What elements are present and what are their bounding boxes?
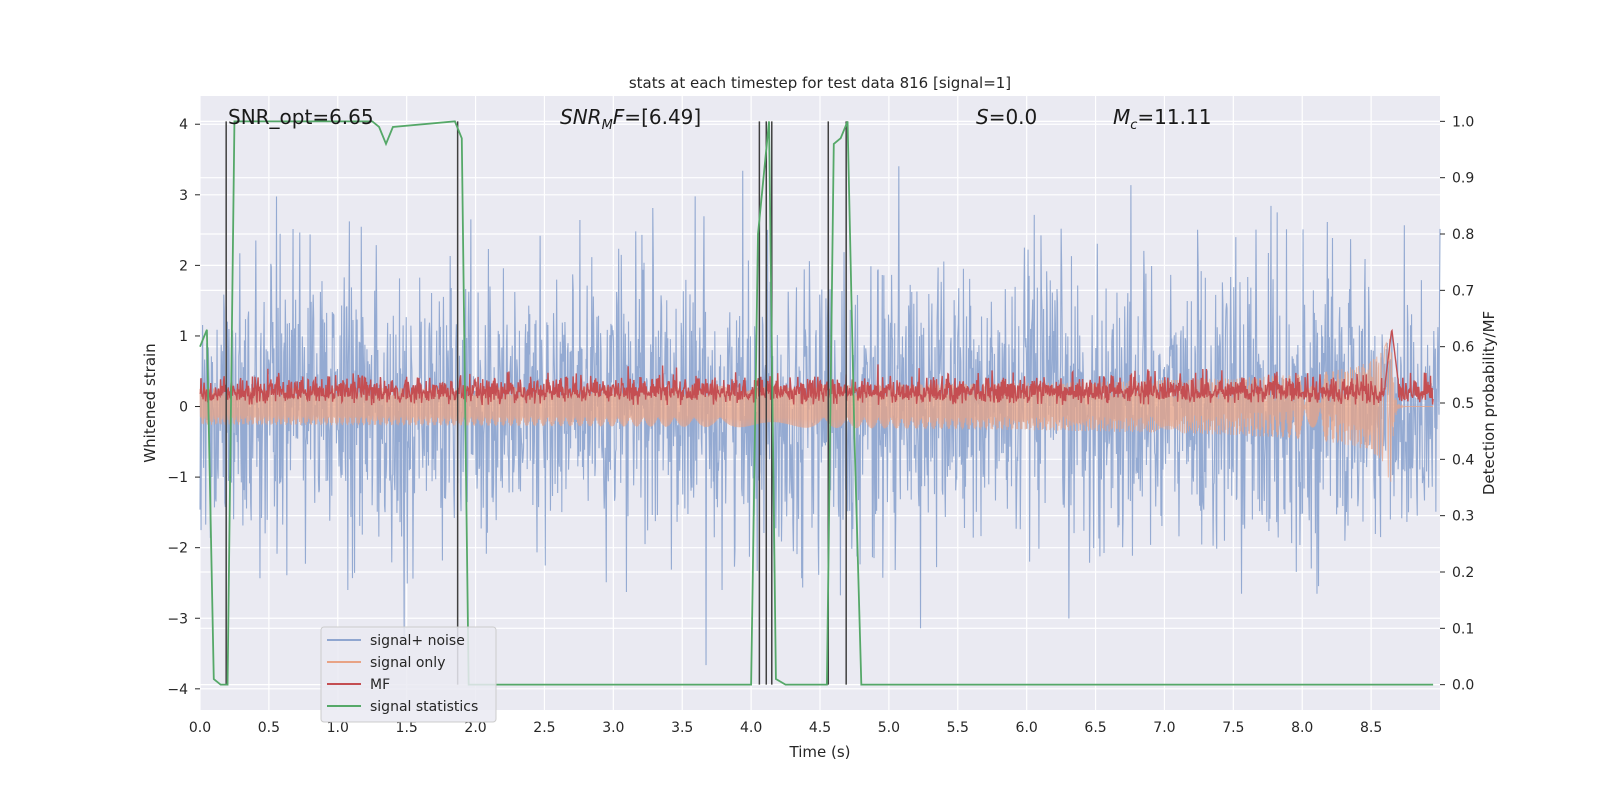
signal-noise-line <box>199 166 1441 666</box>
legend-label-stats: signal statistics <box>370 699 478 715</box>
y2-tick-label: 0.2 <box>1452 565 1474 581</box>
mf-line <box>199 328 1434 406</box>
x-tick-label: 3.5 <box>671 720 693 736</box>
x-tick-label: 7.5 <box>1222 720 1244 736</box>
y-tick-label: −3 <box>167 611 188 627</box>
x-tick-label: 5.5 <box>947 720 969 736</box>
x-tick-label: 5.0 <box>878 720 900 736</box>
x-tick-label: 1.5 <box>396 720 418 736</box>
y2-tick-label: 0.4 <box>1452 452 1474 468</box>
y-axis-label: Whitened strain <box>141 343 159 462</box>
y-tick-label: −4 <box>167 682 188 698</box>
legend-label-noise: signal+ noise <box>370 633 465 649</box>
x-tick-label: 4.5 <box>809 720 831 736</box>
annotation-mc-value: =11.11 <box>1137 105 1211 129</box>
annotation-snr-mf: SNRMF=[6.49] <box>560 105 701 133</box>
y-tick-label: −1 <box>167 470 188 486</box>
x-tick-label: 8.0 <box>1291 720 1313 736</box>
y2-tick-label: 0.7 <box>1452 283 1474 299</box>
y-tick-label: 1 <box>179 329 188 345</box>
signal-noise-series <box>199 166 1441 666</box>
y2-axis-label: Detection probability/MF <box>1480 311 1498 495</box>
x-axis-label: Time (s) <box>789 743 851 761</box>
x-tick-label: 0.0 <box>189 720 211 736</box>
y2-tick-label: 1.0 <box>1452 114 1474 130</box>
x-tick-label: 1.0 <box>327 720 349 736</box>
y-tick-label: −2 <box>167 541 188 557</box>
y2-tick-label: 0.6 <box>1452 340 1474 356</box>
y-tick-label: 4 <box>179 117 188 133</box>
y2-tick-label: 0.3 <box>1452 509 1474 525</box>
x-tick-label: 2.0 <box>464 720 486 736</box>
legend-label-mf: MF <box>370 677 390 693</box>
y-tick-label: 2 <box>179 258 188 274</box>
x-tick-label: 7.0 <box>1153 720 1175 736</box>
y2-tick-label: 0.9 <box>1452 171 1474 187</box>
x-tick-label: 2.5 <box>533 720 555 736</box>
legend-label-signal: signal only <box>370 655 445 671</box>
x-tick-label: 4.0 <box>740 720 762 736</box>
annotation-s-value: =0.0 <box>989 105 1038 129</box>
x-tick-label: 8.5 <box>1360 720 1382 736</box>
annotation-mc: Mc=11.11 <box>1113 105 1211 133</box>
y2-tick-label: 0.1 <box>1452 621 1474 637</box>
y-tick-label: 0 <box>179 400 188 416</box>
y2-tick-label: 0.5 <box>1452 396 1474 412</box>
x-tick-label: 6.5 <box>1084 720 1106 736</box>
legend-box <box>320 626 497 723</box>
mf-series <box>199 328 1434 406</box>
tick-labels: 0.0 0.5 1.0 1.5 2.0 2.5 3.0 3.5 4.0 4.5 5.0 5.5 6.0 6… <box>167 114 1474 736</box>
y-tick-label: 3 <box>179 188 188 204</box>
y2-tick-label: 0.8 <box>1452 227 1474 243</box>
annotation-snr-opt: SNR_opt=6.65 <box>228 105 374 129</box>
annotation-snr-mf-value: [6.49] <box>641 105 701 129</box>
legend: signal+ noise signal only MF signal stat… <box>320 626 497 723</box>
x-tick-label: 6.0 <box>1016 720 1038 736</box>
x-tick-label: 3.0 <box>602 720 624 736</box>
x-tick-label: 0.5 <box>258 720 280 736</box>
chart-title: stats at each timestep for test data 816… <box>629 74 1011 92</box>
y2-tick-label: 0.0 <box>1452 678 1474 694</box>
annotation-s: S=0.0 <box>976 105 1037 129</box>
